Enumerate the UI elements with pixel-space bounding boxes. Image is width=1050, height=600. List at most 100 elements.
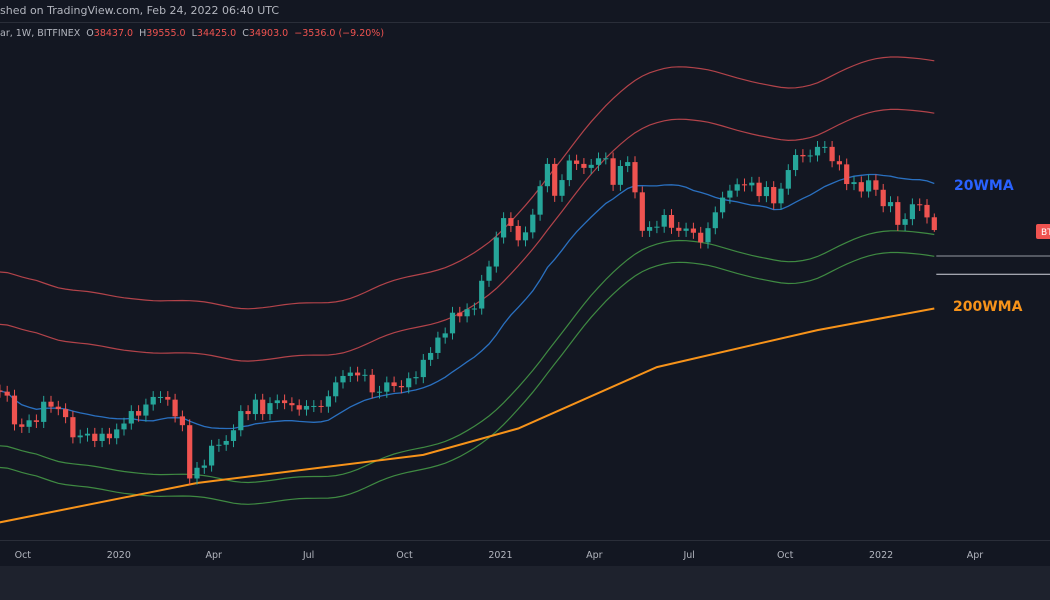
candle-body [785,170,791,189]
time-axis-ticks: Oct 2020 Apr Jul Oct 2021 Apr Jul Oct 2022 Apr [15,550,984,561]
candle-body [515,225,521,241]
time-tick-label: Apr [586,550,603,561]
candle-body [289,403,295,406]
open-label: O [86,28,94,39]
time-tick-label: Jul [682,550,694,561]
candle-body [282,400,288,404]
candle-body [844,164,850,185]
candle-body [690,228,696,233]
candle-body [355,372,361,376]
candle-body [136,411,142,416]
candle-body [128,411,134,424]
candle-body [544,163,550,187]
candle-body [311,405,317,407]
high-label: H [139,28,147,39]
candle-body [194,467,200,479]
candle-body [683,228,689,231]
candle-body [668,215,675,228]
candle-body [931,217,937,231]
candle-body [603,158,609,160]
candle-body [508,218,514,226]
time-axis[interactable] [0,540,1050,567]
published-text: shed on TradingView.com, Feb 24, 2022 06… [0,4,280,17]
time-tick-label: Jul [302,550,314,561]
candle-body [493,237,499,267]
candle-body [172,399,178,417]
candle-body [201,465,207,468]
candle-body [902,219,908,225]
high-value: 39555.0 [146,28,186,39]
candle-body [720,197,726,213]
price-tag: BT [1036,224,1050,239]
candle-body [632,162,638,193]
candle-body [566,160,572,181]
candle-body [150,396,156,405]
candle-body [114,429,120,439]
candle-body [866,180,872,192]
candle-body [676,227,682,231]
candle-body [325,396,331,407]
candle-body [252,399,258,415]
candle-body [384,382,390,392]
candle-body [157,396,164,398]
candle-body [552,163,558,196]
wma20-line [0,173,935,430]
candle-body [880,189,886,207]
candle-body [398,386,404,388]
candle-body [420,359,426,378]
wma20-label: 20WMA [954,178,1014,194]
lower-band-outer [0,251,935,505]
candle-body [464,309,470,317]
candle-body [33,420,39,422]
candle-body [522,232,529,241]
candle-body [793,155,799,171]
candle-body [924,204,930,218]
candle-body [457,312,463,317]
time-tick-label: Oct [777,550,794,561]
candle-body [917,204,923,206]
candle-body [449,312,456,334]
open-value: 38437.0 [93,28,134,39]
candle-body [230,430,237,441]
candle-body [807,155,813,157]
candle-body [705,228,711,243]
candle-body [347,372,353,376]
candle-body [873,180,879,190]
candle-body [238,411,244,431]
top-bar: shed on TradingView.com, Feb 24, 2022 06… [0,0,1050,23]
candle-body [756,182,762,197]
candle-body [4,391,10,396]
wma200-line [0,307,935,524]
candle-body [428,352,434,360]
candle-body [698,232,704,243]
candle-body [851,182,857,185]
candle-body [800,155,806,157]
candle-body [318,405,324,407]
candle-body [63,409,69,418]
time-tick-label: Oct [15,550,32,561]
candle-body [77,435,83,438]
candle-body [771,187,777,204]
candle-body [362,374,368,376]
candle-body [741,184,748,186]
upper-band-outer [0,56,935,310]
wma200-label: 200WMA [953,299,1023,315]
candle-body [763,187,769,197]
candle-body [471,308,477,310]
low-value: 34425.0 [196,28,237,39]
candle-body [712,212,718,229]
lower-band-inner [0,230,935,484]
low-label: L [191,28,197,39]
candle-body [749,182,755,186]
upper-band-inner [0,108,935,362]
candles-layer [0,141,937,485]
candle-body [909,204,915,220]
candle-body [106,433,112,439]
candle-body [639,192,645,231]
candle-body [435,337,441,353]
candle-body [887,202,894,207]
candle-body [647,227,653,231]
candle-body [121,423,127,430]
candle-body [858,182,864,192]
